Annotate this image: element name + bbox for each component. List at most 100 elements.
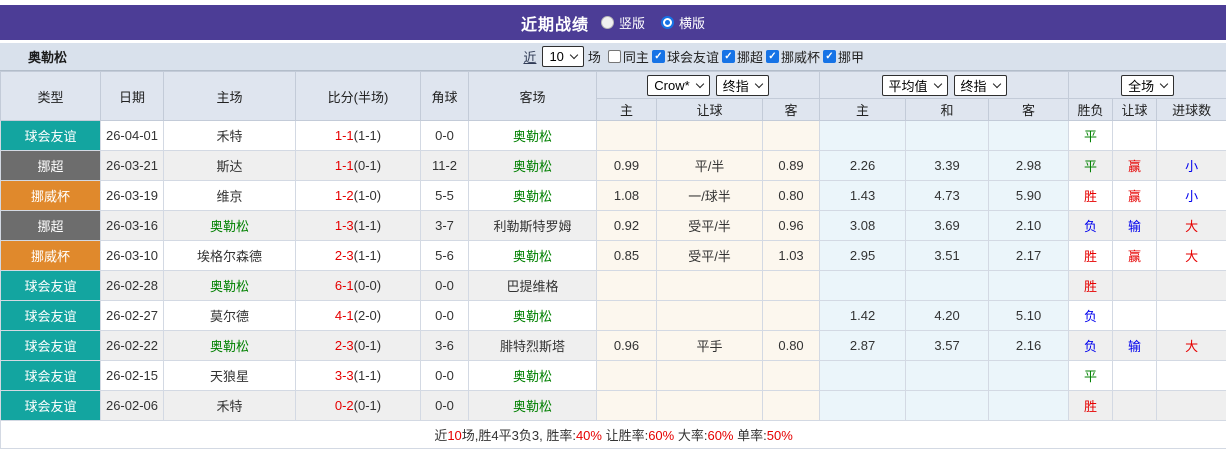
match-type-badge: 挪威杯	[0, 180, 101, 211]
avg-odds-away: 2.16	[988, 330, 1070, 361]
subcol-result-handicap: 让球	[1112, 98, 1158, 121]
summary-segment: 10	[447, 428, 462, 443]
fulltime-score: 0-2	[334, 398, 354, 413]
corner-score: 0-0	[420, 120, 469, 151]
result-wdl: 负	[1068, 330, 1114, 361]
avg-odds-away: 2.98	[988, 150, 1070, 181]
avg-select[interactable]: 平均值	[881, 74, 948, 96]
match-count-value: 10	[549, 49, 564, 64]
fulltime-score: 1-1	[334, 158, 354, 173]
result-goals: 大	[1156, 240, 1226, 271]
match-type-badge: 挪超	[0, 150, 101, 181]
checkbox-icon[interactable]	[765, 50, 779, 63]
avg-odds-home: 3.08	[819, 210, 907, 241]
result-wdl: 负	[1068, 210, 1114, 241]
subcol-odds-away: 客	[761, 98, 821, 121]
match-count-select[interactable]: 10	[542, 46, 584, 67]
checkbox-icon[interactable]	[721, 50, 735, 63]
filter-checkbox-label: 球会友谊	[666, 50, 719, 65]
avg-odds-away: 2.10	[988, 210, 1070, 241]
corner-score: 0-0	[420, 360, 469, 391]
avg-time-select[interactable]: 终指	[953, 74, 1007, 96]
bookmaker-select[interactable]: Crow*	[647, 74, 710, 96]
handicap-odds-away	[761, 390, 821, 421]
handicap-odds-home: 1.08	[596, 180, 657, 211]
home-team: 禾特	[163, 120, 296, 151]
scope-select[interactable]: 全场	[1121, 74, 1175, 96]
fulltime-score: 1-1	[334, 128, 354, 143]
fulltime-score: 2-3	[334, 248, 354, 263]
result-handicap	[1112, 270, 1158, 301]
home-team: 莫尔德	[163, 300, 296, 331]
handicap-odds-home	[596, 390, 657, 421]
checkbox-icon[interactable]	[651, 50, 665, 63]
avg-odds-home: 2.26	[819, 150, 907, 181]
fulltime-score: 3-3	[334, 368, 354, 383]
result-goals: 小	[1156, 180, 1226, 211]
filter-checkbox-item-2[interactable]: 挪超	[721, 47, 763, 66]
checkbox-icon[interactable]	[822, 50, 836, 63]
page-title: 近期战绩	[520, 16, 589, 34]
avg-odds-away	[988, 390, 1070, 421]
result-handicap: 赢	[1112, 240, 1158, 271]
corner-score: 0-0	[420, 300, 469, 331]
avg-time-select-value: 终指	[960, 78, 987, 94]
avg-odds-draw	[905, 120, 990, 151]
odds-time-select[interactable]: 终指	[715, 74, 769, 96]
near-link[interactable]: 近	[523, 50, 537, 65]
handicap-odds-home: 0.85	[596, 240, 657, 271]
handicap-odds-away	[761, 300, 821, 331]
score-cell: 1-1(0-1)	[295, 150, 421, 181]
handicap-line: 平手	[656, 330, 763, 361]
radio-icon[interactable]	[600, 16, 614, 29]
filter-checkbox-item-0[interactable]: 同主	[607, 47, 649, 66]
match-date: 26-03-19	[100, 180, 164, 211]
handicap-odds-away: 0.89	[761, 150, 821, 181]
result-handicap: 赢	[1112, 180, 1158, 211]
handicap-odds-home: 0.96	[596, 330, 657, 361]
home-team: 天狼星	[163, 360, 296, 391]
corner-score: 0-0	[420, 390, 469, 421]
home-team: 奥勒松	[163, 210, 296, 241]
summary-segment: 60%	[707, 428, 734, 443]
result-goals	[1156, 270, 1226, 301]
handicap-odds-group-header: Crow* 终指	[595, 71, 821, 99]
avg-odds-home: 2.87	[819, 330, 907, 361]
avg-odds-draw: 3.57	[905, 330, 990, 361]
handicap-line: 一/球半	[656, 180, 763, 211]
handicap-line	[656, 360, 763, 391]
checkbox-icon[interactable]	[607, 50, 621, 63]
result-handicap	[1112, 390, 1158, 421]
halftime-score: (0-1)	[353, 338, 382, 353]
home-team: 维京	[163, 180, 296, 211]
result-handicap: 输	[1112, 330, 1158, 361]
match-type-badge: 球会友谊	[0, 300, 101, 331]
summary-segment: 场,胜4平3负3, 胜率:	[461, 428, 576, 443]
layout-radio-horizontal[interactable]: 横版	[661, 13, 705, 32]
col-header-home: 主场	[163, 71, 296, 121]
avg-odds-home	[819, 270, 907, 301]
avg-odds-home	[819, 360, 907, 391]
radio-icon[interactable]	[661, 16, 674, 29]
filter-checkbox-item-1[interactable]: 球会友谊	[651, 47, 719, 66]
avg-odds-away	[988, 360, 1070, 391]
avg-odds-away	[988, 120, 1070, 151]
filter-checkbox-item-3[interactable]: 挪威杯	[765, 47, 820, 66]
avg-odds-draw	[905, 270, 990, 301]
layout-radio-vertical[interactable]: 竖版	[600, 13, 645, 32]
chevron-down-icon	[754, 79, 763, 88]
score-cell: 1-2(1-0)	[295, 180, 421, 211]
halftime-score: (0-1)	[353, 398, 382, 413]
halftime-score: (1-1)	[353, 128, 382, 143]
home-team: 禾特	[163, 390, 296, 421]
result-goals: 大	[1156, 330, 1226, 361]
avg-odds-draw	[905, 390, 990, 421]
result-goals: 小	[1156, 150, 1226, 181]
avg-odds-home: 1.43	[819, 180, 907, 211]
result-group-header: 全场	[1068, 71, 1226, 99]
filter-checkbox-item-4[interactable]: 挪甲	[822, 47, 864, 66]
subcol-odds-handicap: 让球	[656, 98, 763, 121]
table-row: 挪超 26-03-21 斯达 1-1(0-1) 11-2 奥勒松 0.99 平/…	[0, 150, 1226, 181]
subcol-avg-home: 主	[819, 98, 907, 121]
handicap-odds-away: 0.80	[761, 180, 821, 211]
